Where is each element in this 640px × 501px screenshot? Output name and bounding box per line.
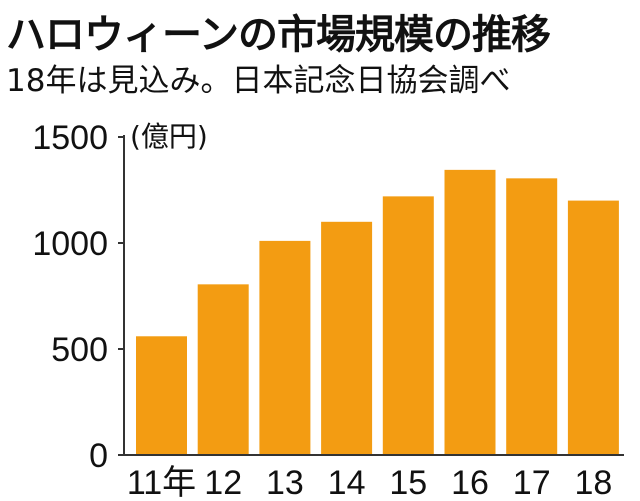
x-tick-label-7: 18	[574, 464, 612, 501]
x-tick-label-5: 16	[451, 464, 489, 501]
y-tick-label-2: 1000	[32, 225, 108, 263]
bar-1	[197, 284, 249, 455]
y-ticks-group: 0 500 1000 1500	[32, 119, 124, 475]
bar-6	[506, 178, 558, 455]
bars-group	[136, 169, 619, 456]
axes-group	[123, 135, 624, 456]
x-tick-label-4: 15	[389, 464, 427, 501]
bar-7	[567, 200, 619, 455]
bar-3	[321, 221, 373, 455]
x-tick-label-2: 13	[266, 464, 304, 501]
x-tick-label-6: 17	[513, 464, 551, 501]
chart-title: ハロウィーンの市場規模の推移	[6, 12, 551, 58]
bar-0	[136, 336, 187, 455]
y-tick-label-0: 0	[89, 437, 108, 475]
bar-2	[259, 240, 311, 455]
y-tick-label-1: 500	[51, 331, 108, 369]
y-tick-label-3: 1500	[32, 119, 108, 157]
y-axis-unit-label: (億円)	[130, 120, 208, 153]
x-ticks-group: 11年 12 13 14 15 16 17 18	[127, 464, 612, 501]
bar-4	[382, 196, 434, 456]
x-tick-label-3: 14	[328, 464, 366, 501]
x-tick-label-1: 12	[204, 464, 242, 501]
chart-subtitle: 18年は見込み。日本記念日協会調べ	[6, 63, 511, 99]
bar-5	[444, 169, 496, 456]
x-tick-label-0: 11年	[127, 464, 196, 501]
